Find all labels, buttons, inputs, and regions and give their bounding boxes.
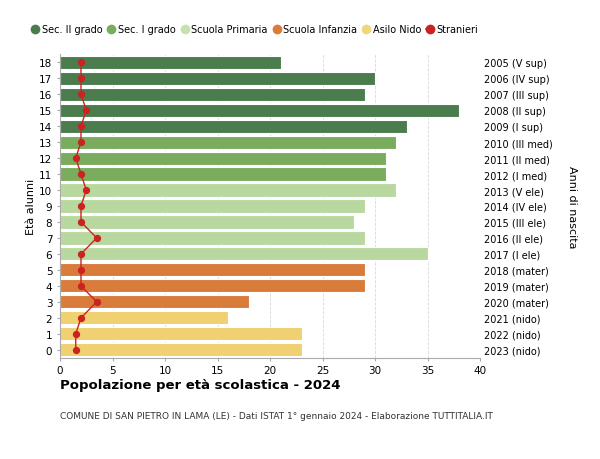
Point: [71, 347, 80, 354]
Bar: [60, 200, 365, 213]
Point: [76, 283, 86, 290]
Point: [76, 203, 86, 210]
Point: [71, 155, 80, 162]
Bar: [60, 343, 302, 357]
Point: [76, 171, 86, 179]
Bar: [60, 248, 427, 261]
Bar: [60, 104, 459, 118]
Point: [76, 59, 86, 67]
Bar: [60, 216, 354, 229]
Bar: [60, 280, 365, 293]
Legend: Sec. II grado, Sec. I grado, Scuola Primaria, Scuola Infanzia, Asilo Nido, Stran: Sec. II grado, Sec. I grado, Scuola Prim…: [31, 25, 479, 35]
Bar: [60, 312, 228, 325]
Bar: [60, 168, 386, 181]
Text: COMUNE DI SAN PIETRO IN LAMA (LE) - Dati ISTAT 1° gennaio 2024 - Elaborazione TU: COMUNE DI SAN PIETRO IN LAMA (LE) - Dati…: [60, 411, 493, 420]
Point: [76, 251, 86, 258]
Bar: [60, 184, 396, 197]
Bar: [60, 136, 396, 149]
Y-axis label: Età alunni: Età alunni: [26, 179, 37, 235]
Point: [76, 139, 86, 146]
Point: [76, 267, 86, 274]
Point: [92, 298, 101, 306]
Y-axis label: Anni di nascita: Anni di nascita: [567, 165, 577, 248]
Point: [76, 91, 86, 99]
Point: [92, 235, 101, 242]
Point: [76, 123, 86, 130]
Point: [76, 314, 86, 322]
Bar: [60, 89, 365, 101]
Bar: [60, 296, 249, 309]
Point: [71, 330, 80, 338]
Bar: [60, 232, 365, 245]
Bar: [60, 264, 365, 277]
Point: [76, 75, 86, 83]
Bar: [60, 120, 407, 134]
Text: Popolazione per età scolastica - 2024: Popolazione per età scolastica - 2024: [60, 379, 341, 392]
Point: [76, 219, 86, 226]
Point: [82, 107, 91, 115]
Bar: [60, 56, 281, 70]
Bar: [60, 152, 386, 165]
Point: [82, 187, 91, 194]
Bar: [60, 328, 302, 341]
Bar: [60, 73, 375, 85]
